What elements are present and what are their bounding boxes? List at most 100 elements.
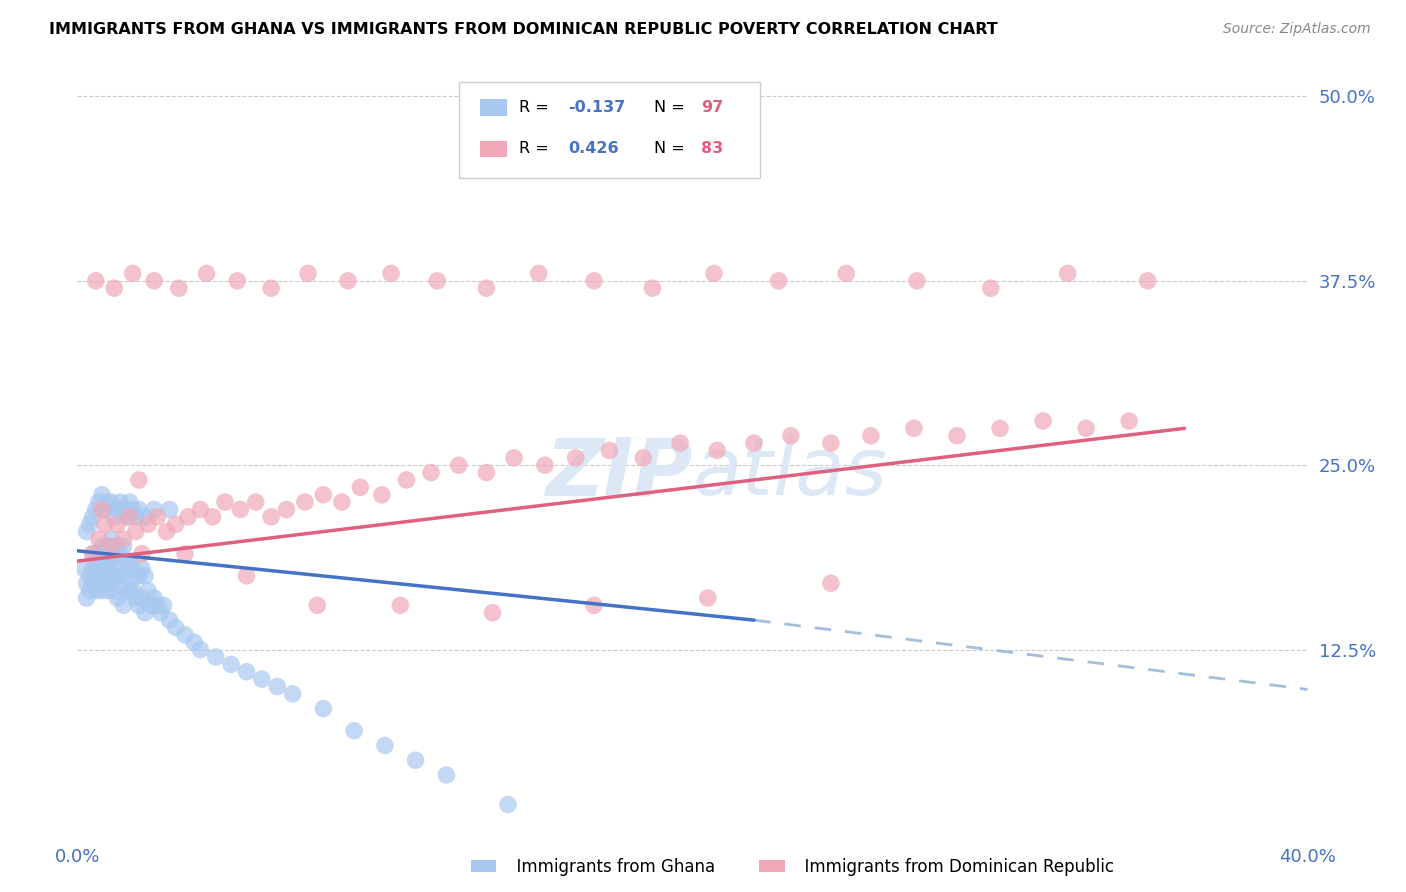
Point [118,554,141,568]
Point [583,274,606,288]
Point [121,583,143,598]
Point [143,274,166,288]
Text: Immigrants from Dominican Republic: Immigrants from Dominican Republic [794,858,1115,876]
FancyBboxPatch shape [458,82,761,178]
Point [436,768,458,782]
Point [97,569,120,583]
Point [598,443,620,458]
Point [250,672,273,686]
Point [835,267,858,281]
Point [214,495,236,509]
Point [988,421,1011,435]
Point [84,274,107,288]
Point [87,495,110,509]
Point [503,450,526,465]
Point [235,569,257,583]
Point [103,561,125,575]
Point [337,274,360,288]
Point [143,591,166,605]
Point [276,502,298,516]
Point [312,488,335,502]
Point [82,547,104,561]
Point [103,539,125,553]
Point [696,591,718,605]
Point [121,502,143,516]
Point [226,274,249,288]
Point [105,591,128,605]
Point [84,583,107,598]
Point [94,547,117,561]
Point [125,591,148,605]
Point [475,281,498,295]
Point [76,576,98,591]
Point [121,561,143,575]
Point [131,561,153,575]
Point [633,450,655,465]
Point [121,267,143,281]
Point [260,509,283,524]
Point [281,687,304,701]
Point [110,547,132,561]
Point [583,599,606,613]
Point [475,466,498,480]
Point [125,509,148,524]
Point [903,421,925,435]
Point [447,458,470,473]
Point [371,488,394,502]
Point [97,554,120,568]
Point [125,569,148,583]
Point [703,267,725,281]
Text: R =: R = [519,100,554,115]
Point [188,642,212,657]
Point [87,576,110,591]
Point [115,509,138,524]
Point [125,524,148,539]
Point [112,502,135,516]
Text: N =: N = [654,142,690,156]
Point [174,628,197,642]
Point [100,554,122,568]
Text: atlas: atlas [693,434,887,513]
Point [84,554,107,568]
Text: ZIP: ZIP [546,434,693,513]
Point [112,569,135,583]
Point [1118,414,1140,428]
Point [118,495,141,509]
Point [201,509,224,524]
Point [97,539,120,553]
Point [195,267,218,281]
Point [159,502,181,516]
Point [266,680,288,694]
Point [112,599,135,613]
Point [294,495,316,509]
Point [374,739,396,753]
Point [165,620,187,634]
Point [136,583,159,598]
Point [79,517,101,532]
Point [245,495,267,509]
Point [260,281,283,295]
Point [146,599,169,613]
Point [84,502,107,516]
Point [118,509,141,524]
Point [564,450,586,465]
Point [174,547,197,561]
Point [152,599,174,613]
Point [496,797,519,812]
Point [706,443,728,458]
Bar [479,141,506,157]
Point [128,502,150,516]
Point [159,613,181,627]
Point [820,576,842,591]
Point [395,473,418,487]
Point [165,517,187,532]
Point [420,466,443,480]
Point [90,539,114,553]
Point [312,701,335,715]
Point [177,509,200,524]
Point [82,561,104,575]
Point [742,436,765,450]
Point [90,554,114,568]
Point [780,428,803,442]
Point [136,517,159,532]
